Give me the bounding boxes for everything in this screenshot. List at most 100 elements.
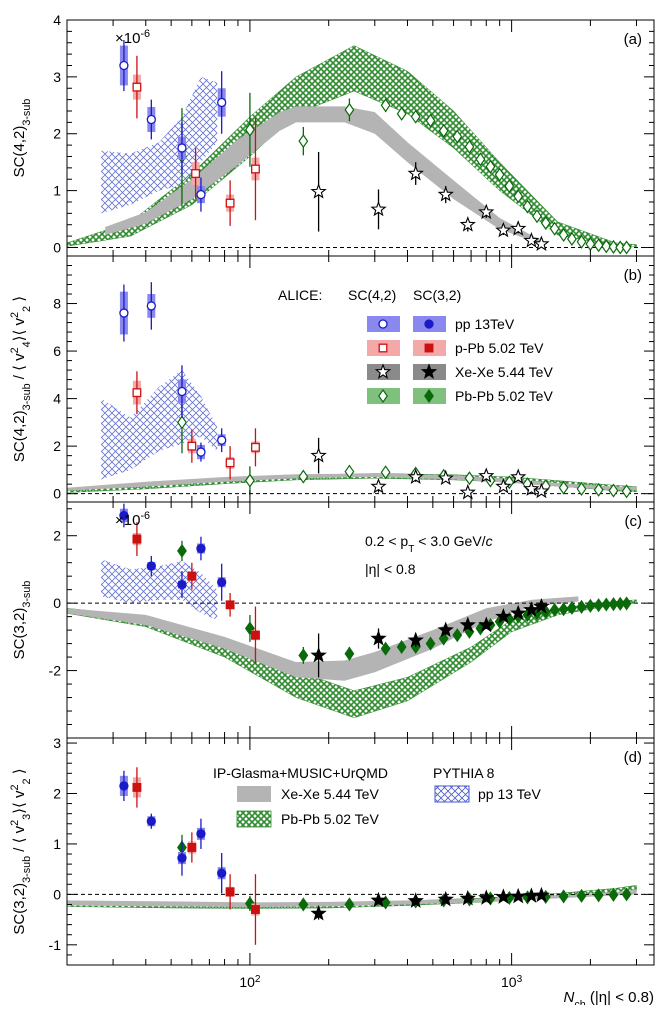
xexe-marker	[478, 203, 495, 220]
pp-marker	[177, 579, 187, 590]
legend-xexe-open	[374, 363, 392, 379]
pbpb-marker	[344, 102, 355, 117]
y-axis-label-part: SC(4,2)	[11, 410, 28, 462]
pp-marker	[217, 97, 227, 108]
pbpb-marker	[438, 123, 449, 138]
xexe-marker	[495, 478, 512, 494]
pbpb-marker	[549, 221, 560, 236]
x-axis-label-part: (|η| < 0.8)	[586, 989, 654, 1005]
xexe-marker	[437, 469, 454, 486]
pbpb-marker	[344, 897, 355, 912]
y-axis-label-part: / ⟨ v	[11, 825, 28, 856]
legend-pbpb-filled	[424, 388, 434, 404]
pbpb-marker	[344, 646, 355, 661]
ipglasma-xexe-band	[67, 889, 637, 907]
pbpb-marker	[244, 473, 255, 488]
pbpb-marker	[452, 628, 463, 643]
y-axis-label-part: SC(3,2)	[11, 883, 28, 935]
pbpb-marker	[601, 597, 612, 612]
ppb-marker	[251, 630, 260, 640]
pp-marker	[119, 510, 129, 521]
ppb-marker	[225, 600, 235, 610]
xexe-marker	[370, 629, 387, 646]
ppb-marker	[251, 164, 260, 174]
pbpb-marker	[425, 636, 436, 651]
pbpb-marker	[621, 240, 632, 255]
legend-ppb-open	[378, 343, 388, 353]
ppb-marker	[251, 442, 260, 452]
panel-plot-area-a	[67, 39, 654, 255]
legend-pythia-swatch	[434, 785, 470, 803]
pp-marker	[196, 829, 206, 839]
pbpb-marker	[494, 167, 505, 182]
xexe-marker	[478, 616, 495, 632]
legend-pp-filled	[424, 319, 434, 329]
pbpb-marker	[601, 239, 612, 254]
y-axis-label-part: 3-sub	[21, 99, 33, 126]
xexe-marker	[407, 631, 424, 648]
y-tick-label: 1	[53, 183, 61, 199]
pbpb-marker	[593, 482, 604, 497]
y-tick-label: 2	[53, 785, 61, 801]
panel-plot-area-c	[67, 503, 654, 719]
alice-legend: ALICE: SC(4,2) SC(3,2) pp 13TeV p-Pb 5.02 Te…	[278, 287, 553, 404]
y-tick-label: 2	[53, 528, 61, 544]
y-axis-label-part: 2	[9, 347, 21, 353]
y-tick-label: 0	[53, 239, 61, 255]
y-multiplier-part: ×10	[115, 512, 140, 529]
pbpb-marker	[593, 238, 604, 253]
xexe-marker	[533, 482, 550, 499]
pbpb-marker	[513, 189, 524, 204]
pbpb-marker	[485, 159, 496, 174]
y-axis-label: SC(3,2)3-sub / ⟨ v23⟩⟨ v22 ⟩	[9, 768, 33, 934]
y-multiplier-part: -6	[140, 28, 150, 40]
x-tick-label-part: 3	[517, 974, 523, 985]
x-tick-label: 102	[239, 974, 261, 991]
xexe-marker	[533, 597, 550, 614]
legend-ipglasma-title: IP-Glasma+MUSIC+UrQMD	[213, 765, 388, 781]
y-axis-label-part: 3-sub	[21, 383, 33, 410]
ppb-marker	[225, 458, 235, 468]
y-axis-label-part: 3	[21, 814, 33, 820]
y-tick-label: -2	[49, 663, 62, 679]
pbpb-marker	[621, 887, 632, 902]
xexe-marker	[310, 904, 327, 921]
pbpb-marker	[298, 134, 309, 149]
xexe-marker	[459, 616, 476, 632]
kinematic-pt-range: 0.2 < pT < 3.0 GeV/c	[365, 533, 493, 555]
pbpb-marker	[504, 179, 515, 194]
ppb-marker	[187, 441, 197, 451]
y-tick-label: 2	[53, 438, 61, 454]
xexe-marker	[370, 478, 387, 494]
y-multiplier-part: -6	[140, 510, 150, 522]
pbpb-marker	[410, 109, 421, 124]
pbpb-marker	[464, 139, 475, 154]
y-axis-label-part: 2	[21, 306, 33, 312]
pbpb-marker	[593, 598, 604, 613]
y-tick-label: 4	[53, 391, 61, 407]
y-tick-label: 3	[53, 69, 61, 85]
x-axis-label-part: N	[564, 989, 575, 1005]
y-tick-label: 0	[53, 486, 61, 502]
pbpb-marker	[621, 484, 632, 499]
kinematic-pt-range-part: T	[408, 544, 414, 555]
kinematic-pt-range-part: 0.2 < p	[365, 533, 408, 549]
pbpb-marker	[522, 199, 533, 214]
legend-col-sc32: SC(3,2)	[413, 287, 461, 303]
xexe-marker	[437, 186, 454, 202]
legend-system-label: Pb-Pb 5.02 TeV	[455, 388, 553, 404]
xexe-marker	[310, 447, 327, 463]
pbpb-marker	[621, 596, 632, 611]
legend-ipglasma-pbpb-swatch	[236, 810, 272, 828]
y-axis-label: SC(3,2)3-sub	[11, 581, 33, 660]
pp-marker	[146, 301, 156, 311]
y-axis-label: SC(4,2)3-sub	[11, 99, 33, 178]
y-axis-label-part: 3-sub	[21, 581, 33, 608]
pbpb-marker	[344, 464, 355, 479]
y-axis-label-part: SC(4,2)	[11, 126, 28, 178]
pbpb-marker	[558, 480, 569, 495]
xexe-marker	[495, 608, 512, 624]
pp-marker	[146, 114, 156, 125]
y-tick-label: 4	[53, 12, 61, 28]
